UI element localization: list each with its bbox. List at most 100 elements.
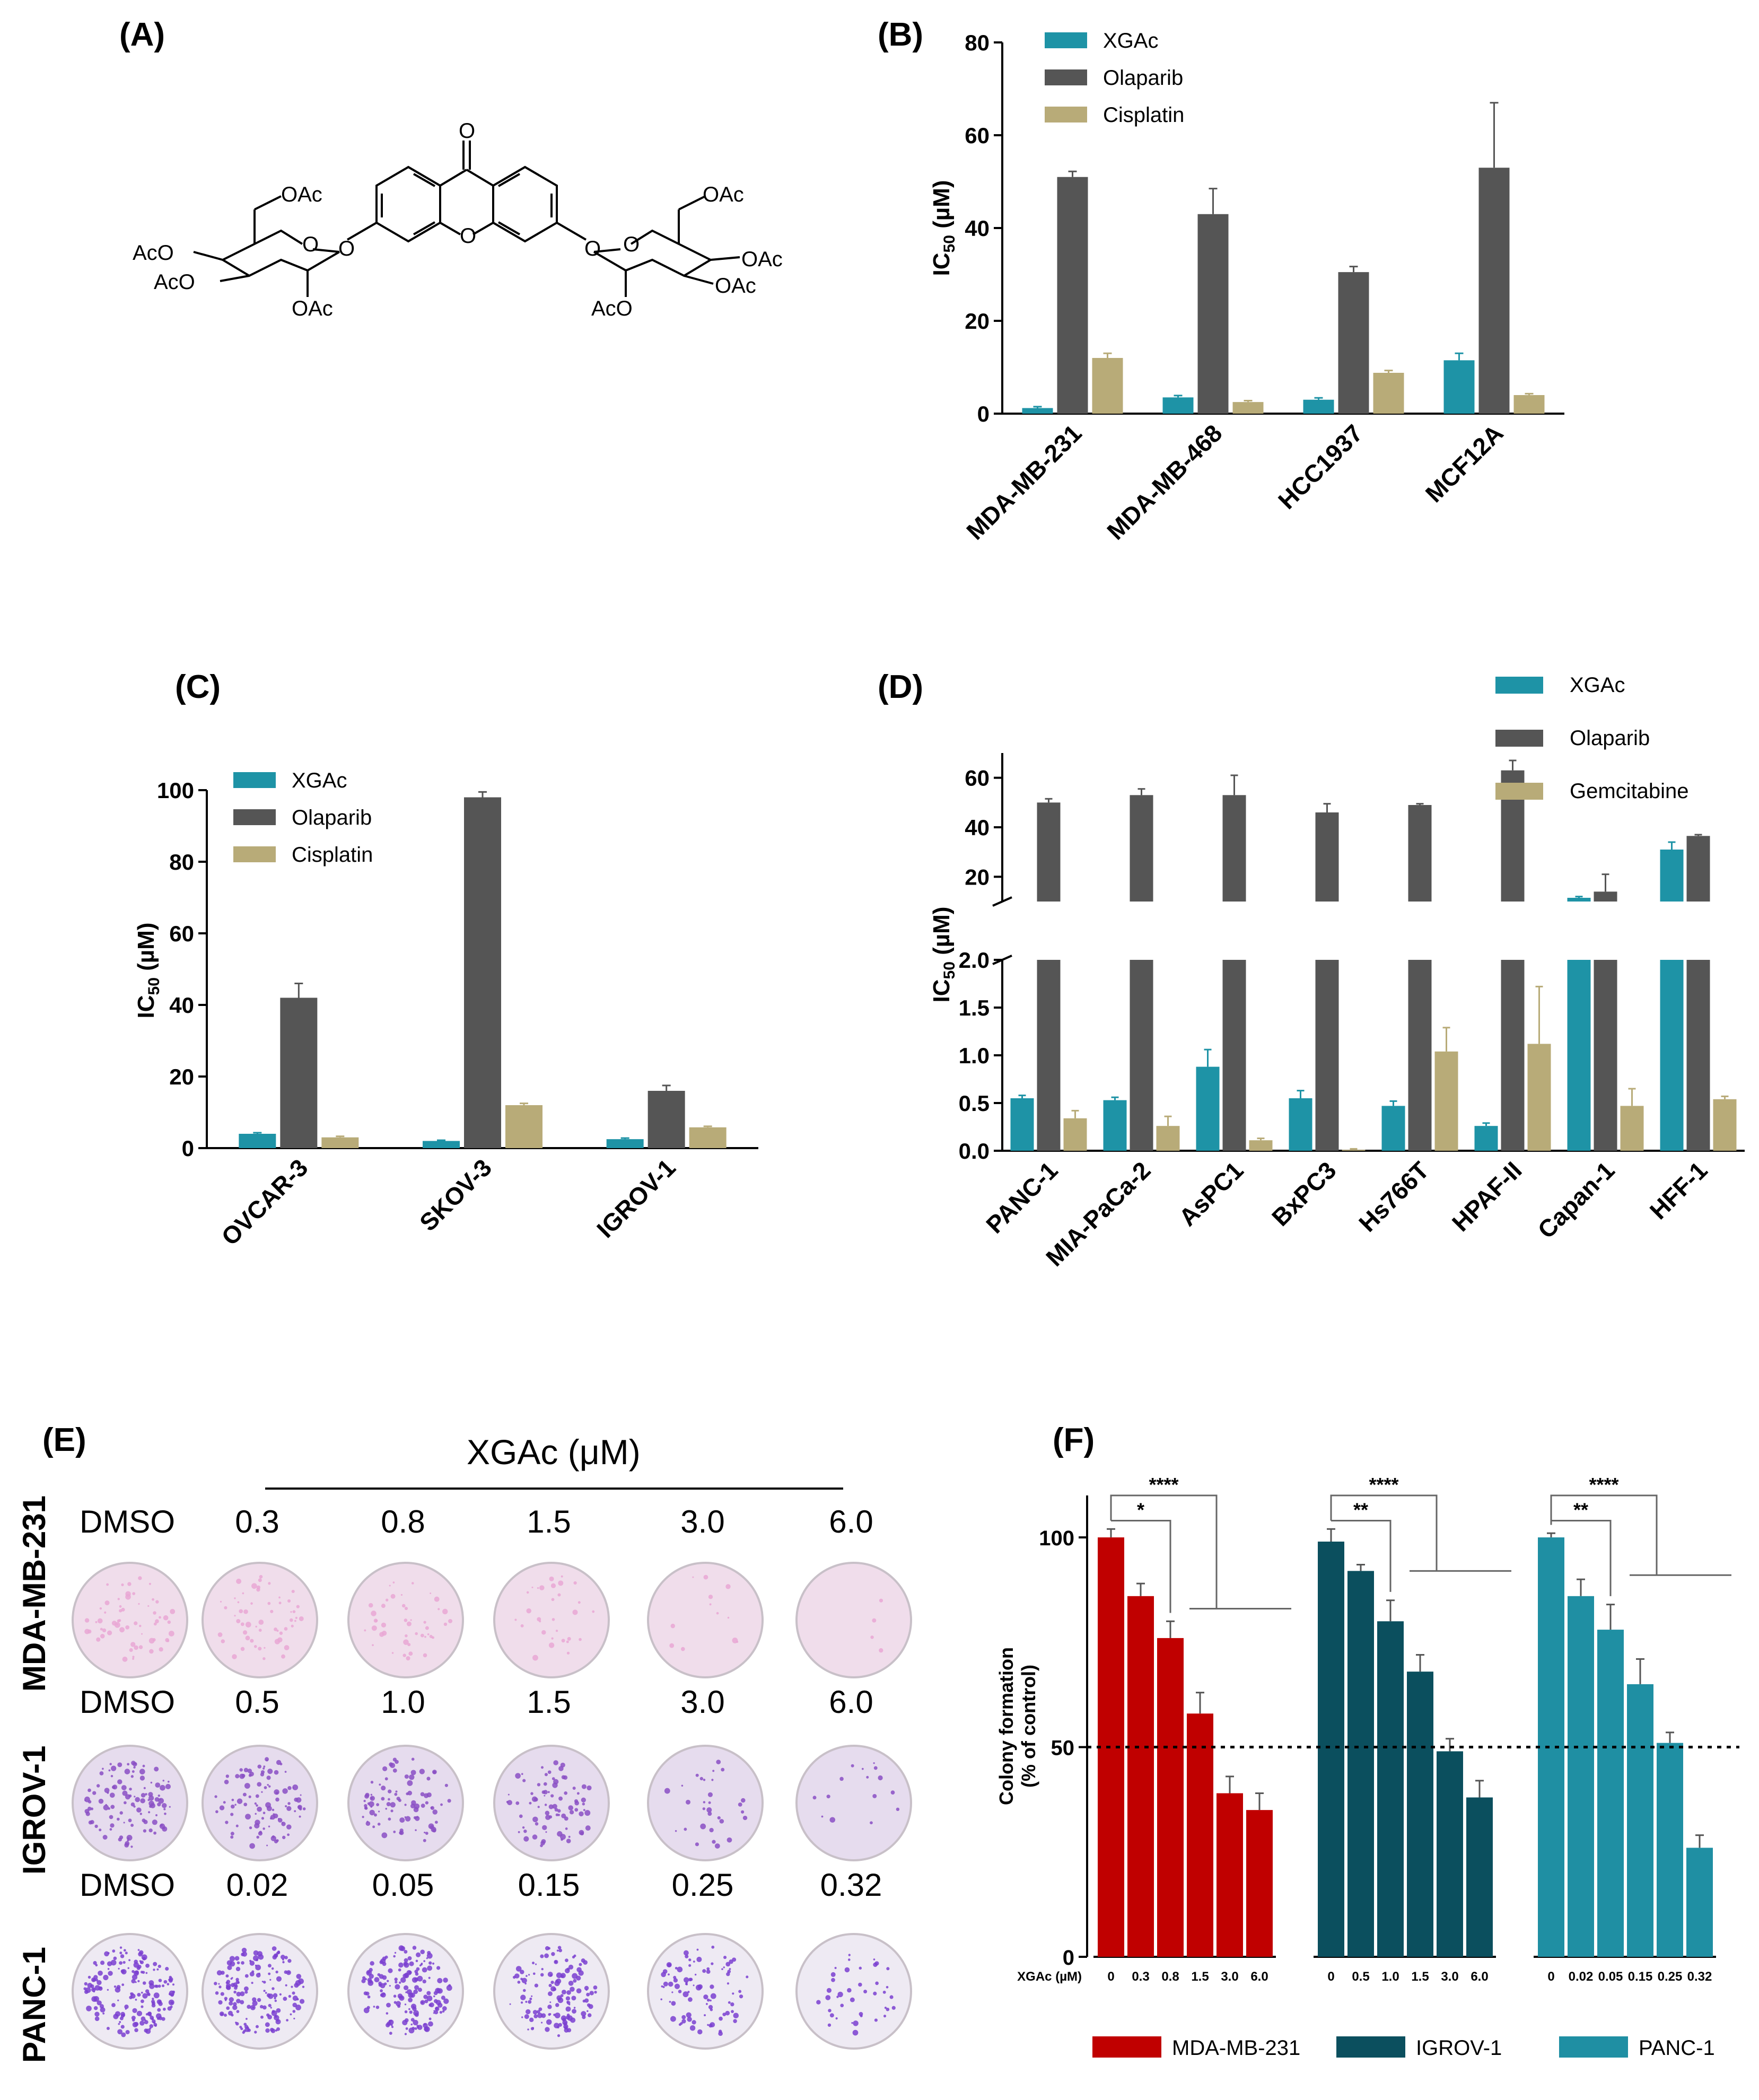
colony-dot: [87, 1975, 91, 1979]
y-tick-label: 80: [169, 850, 194, 874]
dish-dose-label: 6.0: [829, 1504, 873, 1539]
colony-dot: [681, 1784, 684, 1787]
colony-dot: [394, 1792, 398, 1796]
colony-dot: [239, 1773, 245, 1779]
colony-dot: [144, 2028, 148, 2033]
colony-dot: [243, 1986, 249, 1991]
colony-dot: [382, 1766, 388, 1772]
colony-dot: [368, 1603, 373, 1608]
colony-dot: [409, 1774, 415, 1780]
colony-dot: [95, 1964, 98, 1967]
colony-dot: [407, 1956, 412, 1961]
colony-dot: [587, 2010, 589, 2012]
colony-dot: [507, 1800, 513, 1806]
colony-dot: [265, 1992, 267, 1994]
colony-dot: [106, 2026, 110, 2030]
dish-dose-label: 0.02: [226, 1867, 288, 1903]
colony-dot: [404, 1962, 409, 1968]
dish: [493, 1933, 610, 2050]
colony-dot: [425, 1626, 429, 1630]
colony-dot: [554, 2023, 559, 2028]
bar: [1222, 795, 1246, 902]
colony-dot: [670, 2016, 676, 2022]
colony-dot: [821, 1815, 824, 1818]
bar: [239, 1134, 276, 1148]
colony-dot: [405, 2027, 408, 2030]
colony-dot: [390, 2024, 393, 2026]
colony-dot: [261, 1791, 263, 1793]
colony-dot: [432, 1962, 435, 1965]
colony-dot: [423, 1994, 428, 1999]
colony-dot: [432, 1828, 436, 1833]
bar: [1303, 399, 1334, 414]
colony-dot: [404, 1804, 407, 1806]
colony-dot: [524, 2014, 529, 2019]
colony-dot: [283, 1997, 287, 2001]
colony-dot: [873, 1766, 878, 1770]
colony-dot: [107, 1630, 112, 1635]
colony-dot: [831, 1978, 835, 1982]
colony-dot: [558, 1796, 563, 1801]
colony-dot: [362, 1976, 366, 1980]
colony-dot: [523, 1829, 527, 1833]
colony-dot: [684, 1827, 687, 1831]
significance-bracket: [1550, 1494, 1658, 1576]
colony-dot: [293, 2017, 295, 2020]
colony-dot: [223, 1801, 226, 1804]
colony-dot: [565, 2015, 570, 2020]
colony-dot: [268, 1582, 271, 1585]
bar: [1249, 1140, 1273, 1151]
colony-dot: [545, 1946, 549, 1950]
colony-dot: [126, 1834, 133, 1841]
colony-dot: [541, 1967, 544, 1971]
colony-dot: [299, 1815, 301, 1818]
colony-dot: [426, 1777, 431, 1781]
colony-dot: [408, 1651, 413, 1656]
colony-dot: [586, 1992, 590, 1997]
colony-dot: [688, 1997, 693, 2002]
colony-dot: [123, 1801, 127, 1805]
colony-dot: [693, 1961, 695, 1963]
colony-dot: [392, 1581, 395, 1583]
colony-dot: [424, 1635, 426, 1638]
colony-dot: [736, 1640, 739, 1643]
colony-dish-image: [72, 1562, 188, 1678]
colony-dot: [155, 1984, 159, 1988]
colony-dot: [521, 1773, 523, 1775]
dose-tick-label: 0.3: [1132, 1970, 1149, 1984]
colony-dot: [170, 2005, 173, 2008]
colony-dot: [561, 1989, 566, 1994]
colony-dot: [295, 1616, 297, 1619]
bar: [1597, 1630, 1624, 1957]
colony-dot: [547, 1770, 552, 1774]
colony-dot: [422, 1967, 427, 1973]
colony-dot: [433, 1995, 435, 1998]
colony-dot: [281, 1654, 285, 1659]
colony-dot: [558, 1948, 563, 1953]
colony-dot: [669, 1643, 675, 1648]
colony-dot: [878, 1775, 883, 1781]
colony-dot: [405, 1816, 411, 1822]
colony-dot: [415, 1632, 418, 1635]
panel-label-b: (B): [878, 16, 924, 53]
colony-dot: [164, 1812, 167, 1815]
colony-dot: [896, 1807, 900, 1812]
colony-dot: [87, 1806, 92, 1811]
colony-dot: [147, 1605, 150, 1607]
colony-dot: [552, 1804, 557, 1809]
colony-dot: [403, 1985, 409, 1991]
colony-dot: [139, 1624, 142, 1628]
colony-dot: [233, 2002, 237, 2006]
colony-dot: [234, 1615, 236, 1617]
colony-dot: [258, 1620, 264, 1625]
colony-dot: [379, 1783, 381, 1786]
colony-dot: [242, 1630, 248, 1635]
legend-label: MDA-MB-231: [1172, 2036, 1300, 2060]
colony-dot: [278, 1602, 282, 1605]
colony-dot: [532, 1962, 535, 1965]
colony-dot: [398, 1798, 401, 1802]
xgac-structure: O O O O O O OAc AcO AcO OAc OAc OAc OAc …: [133, 119, 783, 320]
colony-dot: [125, 1625, 130, 1630]
colony-dot: [381, 1786, 386, 1791]
